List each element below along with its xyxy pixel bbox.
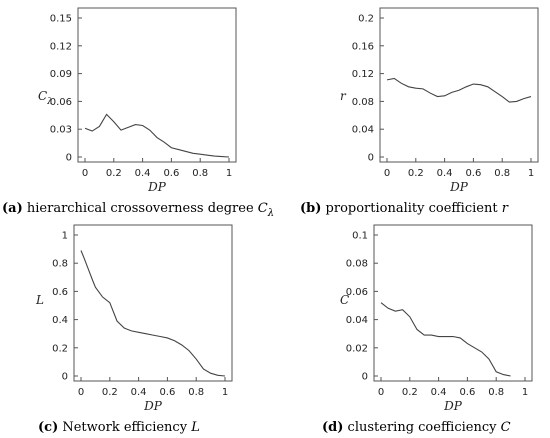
y-tick-label: 0.4 <box>52 315 68 326</box>
plot-frame <box>77 7 237 163</box>
x-axis-label: DP <box>143 399 163 413</box>
y-tick-label: 0.6 <box>52 287 68 298</box>
y-tick-label: 0.09 <box>50 69 72 80</box>
caption-subscript: λ <box>267 208 274 219</box>
plot-frame <box>379 7 539 163</box>
panel-caption: (a) hierarchical crossoverness degree Cλ <box>2 201 274 219</box>
x-tick-label: 0 <box>384 168 390 179</box>
y-tick-label: 0.06 <box>346 287 368 298</box>
caption-text: hierarchical crossoverness degree <box>27 201 254 216</box>
x-axis-label: DP <box>449 180 469 194</box>
x-axis-label: DP <box>147 180 167 194</box>
y-tick-label: 0 <box>62 372 68 383</box>
x-tick-label: 1 <box>222 387 228 398</box>
y-tick-label: 0 <box>362 372 368 383</box>
y-axis-label-subscript: λ <box>46 97 53 107</box>
caption-text: clustering coefficiency <box>348 420 498 435</box>
y-tick-label: 0.12 <box>50 41 72 52</box>
y-axis-label-symbol: C <box>38 89 47 103</box>
y-tick-label: 0.2 <box>52 343 68 354</box>
caption-tag: (a) <box>2 201 23 216</box>
panel-a: 00.030.060.090.120.150 0.2 0.4 0.6 0.8 1DPCλ(… <box>2 7 274 219</box>
y-tick-label: 0.16 <box>352 41 374 52</box>
x-tick-label: 0.6 <box>163 168 179 179</box>
caption-tag: (b) <box>300 201 321 216</box>
caption-symbol: C <box>258 201 268 216</box>
series-line <box>80 250 226 377</box>
y-tick-label: 0.2 <box>358 14 374 25</box>
y-tick-label: 0.03 <box>50 125 72 136</box>
panel-caption: (c) Network efficiency L <box>38 420 200 435</box>
caption-symbol: L <box>190 420 200 435</box>
x-tick-label: 0.6 <box>159 387 175 398</box>
caption-tag: (c) <box>38 420 58 435</box>
y-tick-label: 0.08 <box>352 97 374 108</box>
y-tick-label: 0.04 <box>352 125 374 136</box>
y-tick-label: 0.1 <box>352 231 368 242</box>
x-tick-label: 1 <box>226 168 232 179</box>
x-tick-label: 0.4 <box>431 387 447 398</box>
x-tick-label: 0 <box>82 168 88 179</box>
y-axis-label: C <box>340 293 349 307</box>
x-tick-label: 0.8 <box>188 387 204 398</box>
x-tick-label: 0.6 <box>459 387 475 398</box>
x-tick-label: 0.4 <box>131 387 147 398</box>
series-line <box>380 302 511 377</box>
y-axis-label-symbol: r <box>340 89 347 103</box>
panel-d: 00.020.040.060.080.10 0.2 0.4 0.6 0.8 1DPC(d)… <box>322 224 533 435</box>
y-tick-label: 0 <box>66 153 72 164</box>
y-axis-label-symbol: C <box>340 293 349 307</box>
x-tick-label: 0.8 <box>488 387 504 398</box>
y-tick-label: 0 <box>368 153 374 164</box>
y-tick-label: 1 <box>62 231 68 242</box>
y-tick-label: 0.02 <box>346 343 368 354</box>
plot-frame <box>73 224 233 382</box>
y-tick-label: 0.12 <box>352 69 374 80</box>
y-tick-label: 0.04 <box>346 315 368 326</box>
y-axis-label: L <box>35 293 44 307</box>
y-tick-label: 0.8 <box>52 259 68 270</box>
series-line <box>386 77 532 103</box>
panel-caption: (d) clustering coefficiency C <box>322 420 511 435</box>
series-line <box>84 113 230 158</box>
x-tick-label: 0.8 <box>192 168 208 179</box>
y-tick-label: 0.08 <box>346 259 368 270</box>
x-tick-label: 0.2 <box>106 168 122 179</box>
x-tick-label: 0 <box>378 387 384 398</box>
x-tick-label: 0 <box>78 387 84 398</box>
y-tick-label: 0.06 <box>50 97 72 108</box>
y-axis-label: r <box>340 89 347 103</box>
x-tick-label: 0.2 <box>408 168 424 179</box>
x-tick-label: 0.4 <box>135 168 151 179</box>
x-tick-label: 1 <box>522 387 528 398</box>
caption-symbol: C <box>501 420 511 435</box>
caption-text: Network efficiency <box>62 420 187 435</box>
x-tick-label: 1 <box>528 168 534 179</box>
x-tick-label: 0.6 <box>465 168 481 179</box>
x-axis-label: DP <box>443 399 463 413</box>
plot-frame <box>373 224 533 382</box>
caption-symbol: r <box>502 201 509 216</box>
y-tick-label: 0.15 <box>50 14 72 25</box>
x-tick-label: 0.2 <box>102 387 118 398</box>
y-axis-label-symbol: L <box>35 293 44 307</box>
x-tick-label: 0.4 <box>437 168 453 179</box>
y-axis-label: Cλ <box>38 89 53 107</box>
x-tick-label: 0.8 <box>494 168 510 179</box>
caption-text: proportionality coefficient <box>326 201 499 216</box>
panel-caption: (b) proportionality coefficient r <box>300 201 509 216</box>
caption-tag: (d) <box>322 420 343 435</box>
x-tick-label: 0.2 <box>402 387 418 398</box>
panel-b: 00.040.080.120.160.20 0.2 0.4 0.6 0.8 1DPr(b)… <box>300 7 539 216</box>
